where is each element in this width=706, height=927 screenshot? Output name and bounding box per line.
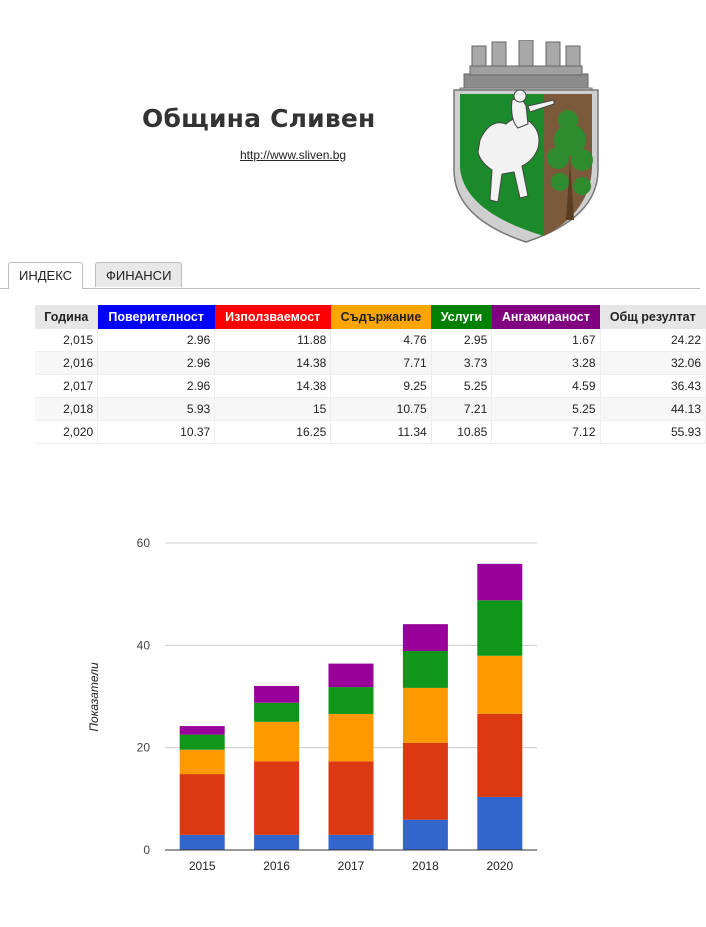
tab-finance[interactable]: ФИНАНСИ [95,262,183,287]
table-cell: 3.73 [431,351,493,375]
table-cell: 2.96 [97,351,216,375]
tab-bar: ИНДЕКС ФИНАНСИ [0,262,700,289]
table-cell: 16.25 [214,420,332,444]
table-cell: 5.25 [491,397,601,421]
column-header[interactable]: Година [35,305,98,329]
bar-segment[interactable] [254,834,300,850]
table-cell: 5.93 [97,397,216,421]
bar-segment[interactable] [328,687,374,714]
table-cell: 10.75 [330,397,432,421]
table-cell: 2,016 [35,351,99,375]
column-header[interactable]: Съдържание [330,305,432,329]
column-header[interactable]: Общ резултат [600,305,706,329]
table-cell: 2,015 [35,329,99,352]
bar-segment[interactable] [477,600,523,656]
column-header[interactable]: Услуги [431,305,492,329]
table-cell: 1.67 [491,329,601,352]
bar-segment[interactable] [254,685,300,703]
table-cell: 2.96 [97,374,216,398]
coat-of-arms-logo [453,40,599,243]
table-cell: 2,020 [35,420,99,444]
bar-segment[interactable] [477,563,523,601]
tree-icon [547,110,593,220]
index-table: Година Поверителност Използваемост Съдържан… [35,305,706,444]
horse-rider-icon [477,89,555,203]
table-cell: 4.76 [330,329,432,352]
table-cell: 14.38 [214,374,332,398]
column-header[interactable]: Ангажираност [491,305,601,329]
table-cell: 36.43 [600,374,706,398]
tab-index[interactable]: ИНДЕКС [8,262,84,289]
table-cell: 11.88 [214,329,332,352]
bar-segment[interactable] [328,713,374,762]
bar-segment[interactable] [254,702,300,722]
bar-segment[interactable] [179,834,225,850]
y-tick-label: 20 [137,741,151,755]
y-tick-label: 40 [137,638,151,652]
table-cell: 55.93 [600,420,706,444]
bar-segment[interactable] [179,774,225,835]
y-axis-label: Показатели [87,662,101,732]
table-cell: 7.12 [491,420,601,444]
bar-segment[interactable] [402,742,448,820]
bar-segment[interactable] [254,761,300,835]
bar-segment[interactable] [254,721,300,762]
table-cell: 5.25 [431,374,493,398]
table-row: 2,020 10.37 16.25 11.34 10.85 7.12 55.93 [35,420,706,444]
bar-segment[interactable] [179,749,225,775]
table-cell: 7.71 [330,351,432,375]
table-cell: 32.06 [600,351,706,375]
y-tick-label: 60 [137,536,151,550]
bar-segment[interactable] [477,655,523,714]
bar-segment[interactable] [328,834,374,850]
x-tick-label: 2017 [338,859,365,873]
table-cell: 2,017 [35,374,99,398]
table-cell: 14.38 [214,351,332,375]
bar-segment[interactable] [477,713,523,797]
bar-segment[interactable] [477,796,523,850]
table-cell: 10.85 [431,420,493,444]
table-cell: 2.96 [97,329,216,352]
table-row: 2,017 2.96 14.38 9.25 5.25 4.59 36.43 [35,374,706,398]
table-cell: 24.22 [600,329,706,352]
table-cell: 11.34 [330,420,432,444]
table-cell: 7.21 [431,397,493,421]
column-header[interactable]: Поверителност [97,305,215,329]
table-cell: 9.25 [330,374,432,398]
x-tick-label: 2020 [486,859,513,873]
x-tick-label: 2018 [412,859,439,873]
table-cell: 10.37 [97,420,216,444]
stacked-bar-chart: 2015 2016 2017 2018 2020 0 20 40 60 Показатели [87,536,537,873]
table-header-row: Година Поверителност Използваемост Съдържан… [35,305,706,329]
table-row: 2,016 2.96 14.38 7.71 3.73 3.28 32.06 [35,351,706,375]
table-body: 2,015 2.96 11.88 4.76 2.95 1.67 24.22 2,016 2.96… [35,329,706,444]
bar-segment[interactable] [402,687,448,743]
bar-segment[interactable] [328,663,374,688]
bar-segment[interactable] [179,726,225,735]
table-cell: 44.13 [600,397,706,421]
bar-segment[interactable] [402,819,448,850]
page-title: Община Сливен [142,104,376,133]
table-cell: 15 [214,397,332,421]
bar-segment[interactable] [179,734,225,750]
x-tick-label: 2015 [189,859,216,873]
table-cell: 3.28 [491,351,601,375]
bar-segment[interactable] [402,624,448,652]
y-tick-label: 0 [143,843,150,857]
x-tick-label: 2016 [263,859,290,873]
crown-icon [459,40,593,95]
website-link[interactable]: http://www.sliven.bg [240,148,347,162]
bar-segment[interactable] [402,651,448,688]
bar-segment[interactable] [328,761,374,835]
table-cell: 2.95 [431,329,493,352]
table-cell: 2,018 [35,397,99,421]
table-row: 2,015 2.96 11.88 4.76 2.95 1.67 24.22 [35,329,706,352]
column-header[interactable]: Използваемост [214,305,331,329]
table-cell: 4.59 [491,374,601,398]
table-row: 2,018 5.93 15 10.75 7.21 5.25 44.13 [35,397,706,421]
